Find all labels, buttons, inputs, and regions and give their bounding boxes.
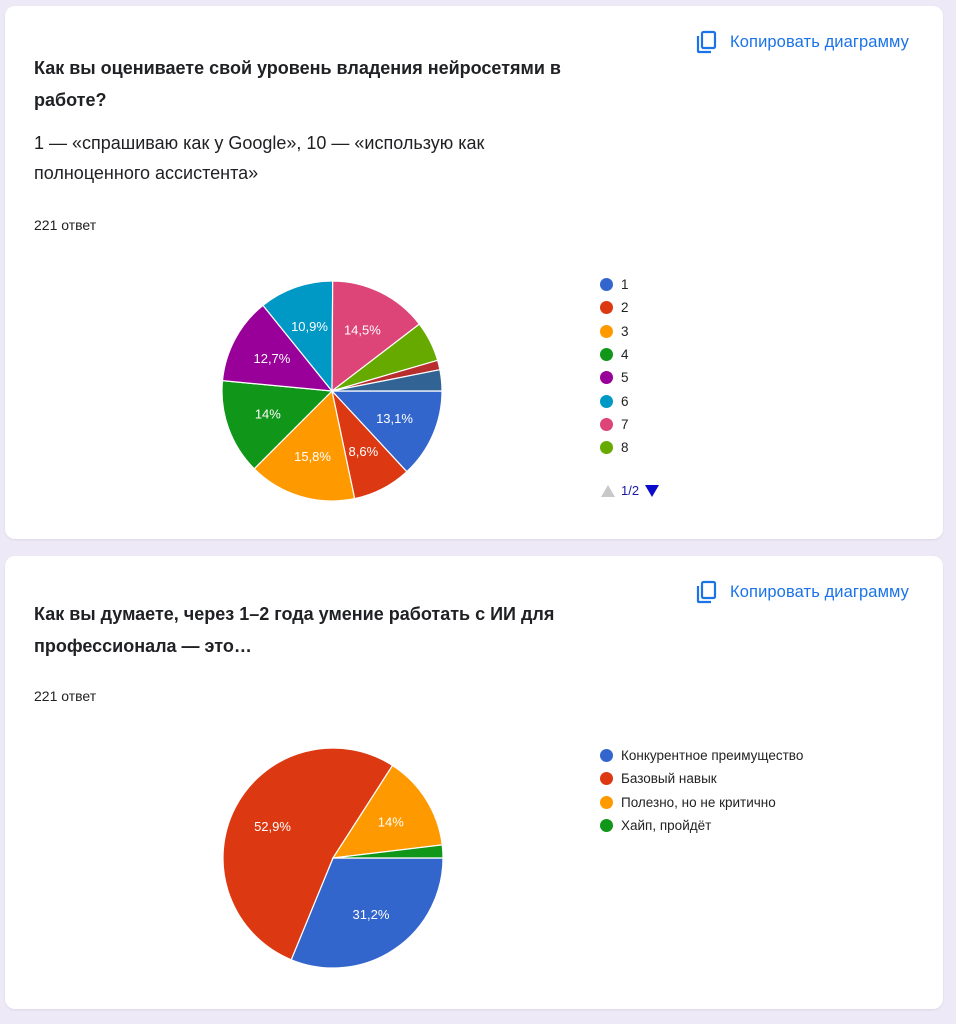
pie-slice[interactable]: [262, 280, 334, 393]
slice-label: 52,9%: [254, 819, 291, 834]
legend-dot-icon: [600, 278, 613, 292]
legend-label: 4: [621, 347, 629, 363]
pie-chart[interactable]: 13,1% 8,6% 15,8% 14% 12,7% 10,9% 14,5%: [212, 271, 452, 511]
response-count: 221 ответ: [34, 688, 97, 704]
slice-label: 14%: [255, 407, 281, 422]
legend-item: 4: [600, 343, 629, 366]
legend-item: 2: [600, 296, 629, 319]
legend-dot-icon: [600, 772, 613, 786]
copy-icon: [696, 30, 717, 54]
chart-card-ai-skill-future: Копировать диаграмму Как вы думаете, чер…: [5, 556, 943, 1009]
legend-next-page-icon[interactable]: [645, 484, 660, 497]
slice-label: 14,5%: [344, 322, 381, 337]
legend-dot-icon: [600, 749, 613, 763]
pie-chart[interactable]: 31,2% 52,9% 14%: [213, 738, 453, 978]
legend-pager: 1/2: [601, 483, 660, 498]
copy-chart-button[interactable]: Копировать диаграмму: [696, 580, 909, 604]
legend-dot-icon: [600, 348, 613, 362]
question-title-line: работе?: [34, 90, 107, 110]
slice-label: 14%: [378, 814, 404, 829]
legend-page-indicator: 1/2: [621, 483, 640, 498]
copy-chart-label: Копировать диаграмму: [730, 582, 909, 601]
legend-label: 1: [621, 277, 629, 293]
question-description-line: полноценного ассистента»: [34, 163, 259, 183]
legend-prev-page-icon[interactable]: [601, 484, 615, 497]
legend-item: 6: [600, 389, 629, 412]
legend-item: 1: [600, 273, 629, 296]
legend-item: Конкурентное преимущество: [600, 744, 803, 767]
legend-label: 7: [621, 416, 629, 432]
question-title: Как вы думаете, через 1–2 года умение ра…: [34, 598, 634, 662]
response-count: 221 ответ: [34, 217, 97, 233]
legend-dot-icon: [600, 371, 613, 385]
legend-item: 7: [600, 413, 629, 436]
chart-card-skill-level: Копировать диаграмму Как вы оцениваете с…: [5, 6, 943, 539]
legend-dot-icon: [600, 417, 613, 431]
pie-slice[interactable]: [253, 389, 356, 502]
question-title-line: Как вы оцениваете свой уровень владения …: [34, 58, 561, 78]
legend-label: 3: [621, 323, 629, 339]
legend-dot-icon: [600, 394, 613, 408]
question-description-line: 1 — «спрашиваю как у Google», 10 — «испо…: [34, 133, 485, 153]
legend-dot-icon: [600, 324, 613, 338]
legend-label: Хайп, пройдёт: [621, 818, 712, 834]
pie-slice[interactable]: [221, 304, 334, 392]
legend-item: Базовый навык: [600, 767, 803, 790]
legend-item: 5: [600, 366, 629, 389]
slice-label: 31,2%: [353, 907, 390, 922]
legend-dot-icon: [600, 819, 613, 833]
pie-slice[interactable]: [222, 747, 394, 961]
legend-item: Полезно, но не критично: [600, 791, 803, 814]
chart-legend: 1 2 3 4 5 6 7 8: [600, 273, 629, 459]
legend-dot-icon: [600, 301, 613, 315]
legend-item: 3: [600, 320, 629, 343]
slice-label: 10,9%: [291, 319, 328, 334]
pie-slice[interactable]: [332, 844, 444, 859]
legend-item: Хайп, пройдёт: [600, 814, 803, 837]
copy-chart-button[interactable]: Копировать диаграмму: [696, 30, 909, 54]
chart-legend: Конкурентное преимущество Базовый навык По…: [600, 744, 803, 837]
slice-label: 8,6%: [349, 444, 379, 459]
copy-chart-label: Копировать диаграмму: [730, 32, 909, 51]
question-title: Как вы оцениваете свой уровень владения …: [34, 52, 634, 116]
pie-slice[interactable]: [331, 369, 443, 392]
legend-label: 8: [621, 440, 629, 456]
legend-dot-icon: [600, 441, 613, 455]
question-title-line: профессионала — это…: [34, 636, 252, 656]
slice-label: 13,1%: [376, 411, 413, 426]
pie-slice[interactable]: [330, 390, 443, 473]
legend-label: 5: [621, 370, 629, 386]
legend-label: Базовый навык: [621, 771, 717, 787]
question-description: 1 — «спрашиваю как у Google», 10 — «испо…: [34, 128, 634, 188]
legend-dot-icon: [600, 795, 613, 809]
question-title-line: Как вы думаете, через 1–2 года умение ра…: [34, 604, 555, 624]
pie-slice[interactable]: [290, 857, 444, 969]
legend-label: 2: [621, 300, 629, 316]
legend-label: Конкурентное преимущество: [621, 748, 804, 764]
legend-item: 8: [600, 436, 629, 459]
legend-label: Полезно, но не критично: [621, 794, 776, 810]
copy-icon: [696, 580, 717, 604]
pie-slice[interactable]: [331, 764, 443, 859]
pie-slice[interactable]: [331, 280, 421, 393]
slice-label: 15,8%: [294, 449, 331, 464]
legend-label: 6: [621, 393, 629, 409]
slice-label: 12,7%: [253, 351, 290, 366]
pie-slice[interactable]: [221, 379, 334, 470]
